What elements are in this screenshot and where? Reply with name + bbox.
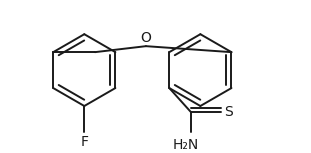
Text: F: F — [80, 135, 88, 149]
Text: O: O — [141, 31, 151, 45]
Text: S: S — [224, 105, 233, 119]
Text: H₂N: H₂N — [173, 138, 199, 152]
